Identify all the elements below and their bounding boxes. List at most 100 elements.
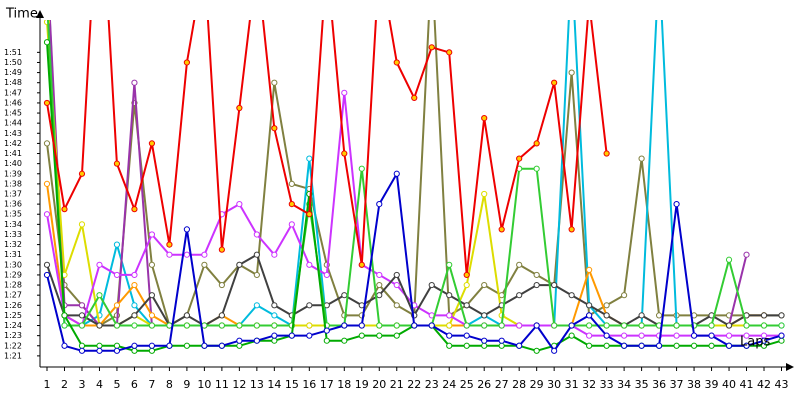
point: [78, 322, 86, 329]
point: [725, 342, 733, 349]
point: [236, 104, 243, 112]
point: [78, 342, 86, 349]
point: [341, 337, 348, 344]
point: [638, 322, 645, 329]
y-tick-label: 1:41: [4, 149, 22, 158]
point: [498, 342, 505, 349]
point: [43, 271, 51, 279]
point: [446, 322, 453, 329]
x-tick-label: 1: [43, 378, 50, 391]
x-tick-label: 2: [61, 378, 68, 391]
y-tick-label: 1:32: [4, 240, 22, 249]
point: [323, 271, 330, 279]
point: [96, 261, 103, 268]
point: [586, 342, 593, 349]
point: [551, 79, 558, 86]
point: [131, 312, 138, 319]
point: [253, 251, 260, 258]
point: [603, 312, 610, 319]
point: [760, 312, 768, 319]
point: [446, 342, 453, 349]
point: [218, 342, 225, 349]
point: [271, 302, 278, 309]
point: [218, 312, 225, 319]
point: [760, 337, 768, 344]
point: [166, 251, 173, 258]
point: [586, 322, 593, 329]
y-tick-label: 1:23: [4, 331, 22, 340]
y-tick-label: 1:33: [4, 230, 22, 239]
y-axis-label: Time: [5, 7, 38, 22]
y-tick-label: 1:34: [4, 220, 22, 229]
point: [218, 281, 225, 289]
point: [183, 226, 191, 233]
point: [498, 226, 505, 233]
point: [603, 332, 610, 339]
point: [673, 342, 680, 349]
x-tick-label: 6: [131, 378, 138, 391]
point: [463, 281, 470, 289]
point: [516, 261, 523, 268]
y-tick-label: 1:39: [4, 169, 22, 178]
point: [376, 281, 383, 289]
point: [148, 312, 156, 319]
point: [43, 180, 51, 187]
point: [428, 322, 435, 329]
point: [358, 322, 365, 329]
point: [43, 39, 51, 46]
point: [516, 322, 523, 329]
point: [253, 337, 260, 344]
point: [725, 332, 733, 339]
y-tick-label: 1:46: [4, 98, 22, 107]
x-tick-label: 25: [460, 378, 474, 391]
point: [568, 292, 575, 299]
x-tick-label: 40: [722, 378, 736, 391]
y-tick-label: 1:40: [4, 159, 22, 168]
point: [201, 261, 208, 268]
x-tick-label: 24: [442, 378, 456, 391]
point: [43, 140, 51, 147]
point: [621, 292, 628, 299]
x-tick-label: 16: [302, 378, 316, 391]
point: [43, 99, 51, 107]
point: [586, 312, 593, 319]
x-tick-label: 27: [495, 378, 509, 391]
x-tick-label: 15: [285, 378, 299, 391]
point: [393, 271, 400, 279]
point: [376, 201, 383, 208]
point: [778, 322, 785, 329]
y-tick-label: 1:45: [4, 109, 22, 118]
y-tick-label: 1:49: [4, 68, 22, 77]
x-tick-label: 3: [78, 378, 85, 391]
x-tick-label: 20: [372, 378, 386, 391]
point: [323, 327, 330, 334]
point: [655, 312, 663, 319]
point: [586, 266, 593, 273]
point: [603, 322, 610, 329]
point: [446, 332, 453, 339]
point: [568, 69, 575, 76]
x-axis-label: Laps: [740, 335, 770, 350]
x-tick-label: 10: [197, 378, 211, 391]
x-tick-label: 28: [512, 378, 526, 391]
x-axis-arrow: [786, 363, 794, 371]
x-tick-label: 36: [652, 378, 666, 391]
point: [113, 271, 121, 279]
y-tick-label: 1:44: [4, 119, 22, 128]
point: [778, 337, 785, 344]
series-line: [46, 20, 608, 276]
point: [743, 332, 750, 339]
point: [78, 312, 86, 319]
point: [253, 231, 260, 238]
point: [183, 251, 191, 258]
point: [148, 347, 156, 354]
point: [271, 332, 278, 339]
point: [148, 261, 156, 268]
x-tick-label: 9: [183, 378, 190, 391]
point: [253, 302, 260, 309]
point: [516, 292, 523, 299]
point: [236, 337, 243, 344]
y-axis-arrow: [36, 10, 44, 18]
point: [148, 231, 156, 238]
